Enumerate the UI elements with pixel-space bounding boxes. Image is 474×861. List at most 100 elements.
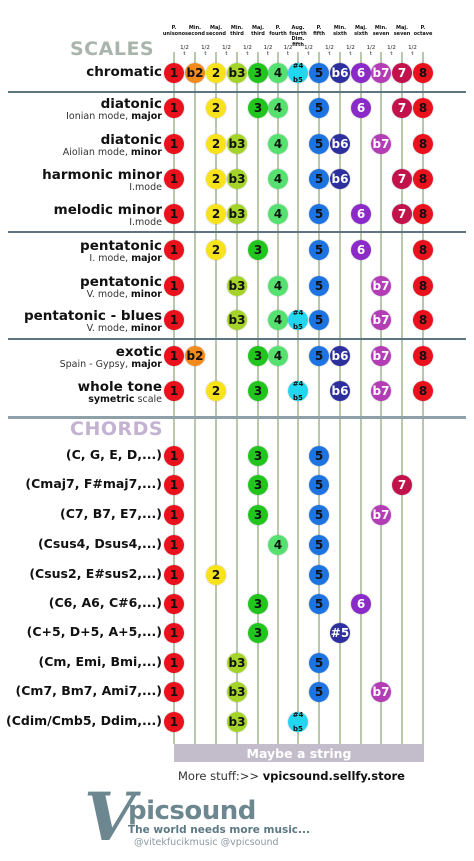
scale-label: pentatonic - blues V. mode, minor <box>23 308 162 334</box>
interval-label: Min. seven <box>372 25 390 37</box>
note-b6-circle: b6 <box>330 169 350 189</box>
string-line <box>194 52 196 744</box>
note-6-circle: 6 <box>351 98 371 118</box>
interval-label: Min. sixth <box>333 25 347 37</box>
half-step-label: 1/2 t <box>325 45 334 57</box>
store-link[interactable]: vpicsound.sellfy.store <box>262 769 405 783</box>
note-1-circle: 1 <box>164 475 184 495</box>
note-5-circle: 5 <box>309 475 329 495</box>
interval-label: Maj. sixth <box>354 25 368 37</box>
row-separator <box>8 416 466 419</box>
scale-label: harmonic minor I.mode <box>42 167 162 193</box>
note-1-circle: 1 <box>164 712 184 732</box>
note-3-circle: 3 <box>248 446 268 466</box>
note-4-circle: 4 <box>268 310 288 330</box>
note-3-circle: 3 <box>248 346 268 366</box>
note-4b5-circle: #4 b5 <box>288 711 308 732</box>
note-1-circle: 1 <box>164 63 184 83</box>
note-1-circle: 1 <box>164 346 184 366</box>
note-5-circle: #5 <box>330 623 350 643</box>
note-b3-circle: b3 <box>227 653 247 673</box>
note-5-circle: 5 <box>309 653 329 673</box>
note-2-circle: 2 <box>206 134 226 154</box>
note-5-circle: 5 <box>309 535 329 555</box>
note-6-circle: 6 <box>351 240 371 260</box>
note-4-circle: 4 <box>268 535 288 555</box>
note-b6-circle: b6 <box>330 346 350 366</box>
interval-label: Maj. third <box>251 25 265 37</box>
half-step-label: 1/2 t <box>201 45 210 57</box>
note-1-circle: 1 <box>164 98 184 118</box>
half-step-label: 1/2 t <box>243 45 252 57</box>
scale-label: pentatonic I. mode, major <box>80 238 162 264</box>
note-5-circle: 5 <box>309 565 329 585</box>
note-5-circle: 5 <box>309 594 329 614</box>
half-step-label: 1/2 t <box>346 45 355 57</box>
note-3-circle: 3 <box>248 63 268 83</box>
note-5-circle: 5 <box>309 310 329 330</box>
note-4-circle: 4 <box>268 98 288 118</box>
note-8-circle: 8 <box>413 169 433 189</box>
section-title-chords: CHORDS <box>70 418 164 440</box>
note-b6-circle: b6 <box>330 381 350 401</box>
note-b6-circle: b6 <box>330 63 350 83</box>
note-5-circle: 5 <box>309 63 329 83</box>
chord-label: (Cm, Emi, Bmi,...) <box>38 654 162 669</box>
note-8-circle: 8 <box>413 240 433 260</box>
scale-label: exotic Spain - Gypsy, major <box>59 344 162 370</box>
note-1-circle: 1 <box>164 134 184 154</box>
note-7-circle: 7 <box>392 63 412 83</box>
note-1-circle: 1 <box>164 446 184 466</box>
note-b3-circle: b3 <box>227 682 247 702</box>
scale-label: pentatonic V. mode, minor <box>80 274 162 300</box>
string-line <box>277 52 279 744</box>
note-5-circle: 5 <box>309 169 329 189</box>
note-b3-circle: b3 <box>227 276 247 296</box>
note-b3-circle: b3 <box>227 134 247 154</box>
note-7-circle: 7 <box>392 169 412 189</box>
logo-letter: V <box>84 780 141 850</box>
half-step-label: 1/2 t <box>263 45 273 57</box>
note-2-circle: 2 <box>206 240 226 260</box>
half-step-label: 1/2 t <box>180 45 189 57</box>
note-4-circle: 4 <box>268 204 288 224</box>
scale-label: diatonic Ionian mode, major <box>66 96 162 122</box>
note-6-circle: 6 <box>351 204 371 224</box>
note-b3-circle: b3 <box>227 310 247 330</box>
note-2-circle: 2 <box>206 204 226 224</box>
chord-label: (C7, B7, E7,...) <box>60 506 162 521</box>
interval-label: Aug. fourth Dim. fifth <box>289 25 307 48</box>
note-8-circle: 8 <box>413 276 433 296</box>
chord-label: (Csus2, E#sus2,...) <box>29 566 162 581</box>
note-b3-circle: b3 <box>227 204 247 224</box>
half-step-label: 1/2 t <box>366 45 376 57</box>
note-7-circle: 7 <box>392 98 412 118</box>
chord-label: (C6, A6, C#6,...) <box>48 595 162 610</box>
row-separator <box>8 231 466 233</box>
note-7-circle: 7 <box>392 475 412 495</box>
note-3-circle: 3 <box>248 623 268 643</box>
note-2-circle: 2 <box>206 169 226 189</box>
note-4b5-circle: #4 b5 <box>288 380 308 401</box>
note-5-circle: 5 <box>309 505 329 525</box>
string-line <box>318 52 320 744</box>
note-4-circle: 4 <box>268 134 288 154</box>
string-line <box>360 52 362 744</box>
half-step-label: 1/2 t <box>408 45 417 57</box>
scale-label: diatonic Aiolian mode, minor <box>62 132 162 158</box>
interval-label: P. fifth <box>313 25 325 37</box>
note-1-circle: 1 <box>164 240 184 260</box>
note-2-circle: 2 <box>206 565 226 585</box>
note-5-circle: 5 <box>309 446 329 466</box>
note-1-circle: 1 <box>164 505 184 525</box>
note-8-circle: 8 <box>413 98 433 118</box>
note-3-circle: 3 <box>248 240 268 260</box>
half-step-label: 1/2 t <box>283 45 293 57</box>
note-1-circle: 1 <box>164 565 184 585</box>
more-prefix: More stuff:>> <box>178 769 263 783</box>
note-5-circle: 5 <box>309 240 329 260</box>
note-b7-circle: b7 <box>371 310 391 330</box>
note-b3-circle: b3 <box>227 712 247 732</box>
vpicsound-logo: V <box>84 780 141 850</box>
section-title-scales: SCALES <box>70 38 155 60</box>
